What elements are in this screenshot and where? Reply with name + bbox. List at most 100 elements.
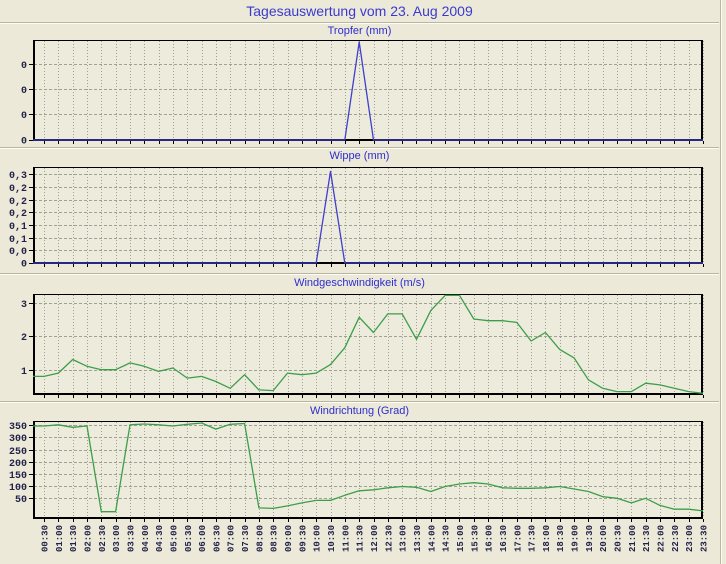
x-axis-label: 07:30 (241, 525, 251, 552)
x-axis-ticks (44, 264, 704, 267)
horizontal-gridlines (29, 303, 702, 371)
x-axis-ticks (44, 519, 704, 522)
x-axis-label: 22:30 (671, 525, 681, 552)
x-axis-ticks (44, 141, 704, 144)
section-separator (0, 273, 719, 275)
y-axis-label: 0,2 (9, 209, 27, 220)
vertical-gridlines (44, 168, 704, 262)
section-separator (0, 147, 719, 149)
y-axis-label: 350 (9, 422, 27, 433)
chart-tropfer: 0 0 0 0 (21, 40, 704, 148)
y-axis-label: 3 (21, 300, 27, 311)
x-axis-label: 23:00 (685, 525, 695, 552)
x-axis-label: 09:30 (298, 525, 308, 552)
x-axis-label: 17:30 (528, 525, 538, 552)
x-axis-label: 18:00 (542, 525, 552, 552)
x-axis-label: 17:00 (513, 525, 523, 552)
y-axis-label: 0,2 (9, 184, 27, 195)
x-axis-label: 10:00 (313, 525, 323, 552)
series-line (33, 422, 704, 513)
y-axis-label: 200 (9, 459, 27, 470)
chart-title-wippe: Wippe (mm) (329, 150, 390, 162)
y-axis-label: 0 (21, 111, 27, 122)
plot-area (33, 40, 703, 140)
y-axis-label: 0,2 (9, 197, 27, 208)
page-title: Tagesauswertung vom 23. Aug 2009 (246, 3, 473, 19)
series-line (33, 41, 703, 141)
x-axis-label: 07:00 (227, 525, 237, 552)
y-axis-label: 0,3 (9, 171, 27, 182)
x-axis-label: 02:00 (83, 525, 93, 552)
x-axis-label: 21:00 (628, 525, 638, 552)
x-axis-label: 01:30 (69, 525, 79, 552)
plot-area (33, 294, 703, 394)
x-axis-label: 11:30 (356, 525, 366, 552)
x-axis-label: 05:30 (184, 525, 194, 552)
x-tick-labels: 00:30 01:00 01:30 02:00 02:30 03:00 03:30 04:00… (41, 525, 710, 552)
x-axis-label: 03:30 (126, 525, 136, 552)
chart-title-windgeschwindigkeit: Windgeschwindigkeit (m/s) (294, 277, 425, 289)
y-axis-label: 0 (21, 61, 27, 72)
x-axis-label: 10:30 (327, 525, 337, 552)
x-axis-label: 12:00 (370, 525, 380, 552)
x-axis-label: 14:00 (427, 525, 437, 552)
horizontal-gridlines (29, 64, 702, 141)
section-separator (0, 22, 719, 24)
x-axis-label: 13:00 (399, 525, 409, 552)
x-axis-label: 04:30 (155, 525, 165, 552)
y-axis-label: 150 (9, 471, 27, 482)
x-axis-label: 22:00 (657, 525, 667, 552)
x-axis-label: 06:00 (198, 525, 208, 552)
x-axis-label: 09:00 (284, 525, 294, 552)
x-axis-label: 04:00 (141, 525, 151, 552)
y-axis-label: 50 (15, 495, 27, 506)
y-axis-label: 0,0 (9, 247, 27, 258)
x-axis-label: 08:30 (270, 525, 280, 552)
right-groove (720, 0, 722, 564)
x-axis-label: 06:30 (212, 525, 222, 552)
x-axis-label: 16:30 (499, 525, 509, 552)
x-axis-ticks (44, 395, 704, 398)
chart-windgeschwindigkeit: 3 2 1 (21, 294, 704, 398)
y-axis-label: 0,1 (9, 222, 27, 233)
x-axis-label: 14:30 (442, 525, 452, 552)
chart-title-tropfer: Tropfer (mm) (327, 25, 392, 37)
x-axis-label: 12:30 (384, 525, 394, 552)
x-axis-label: 16:00 (485, 525, 495, 552)
plot-border (33, 421, 703, 519)
y-axis-label: 0 (21, 86, 27, 97)
x-axis-label: 15:30 (470, 525, 480, 552)
y-axis-label: 2 (21, 333, 27, 344)
section-separator (0, 401, 719, 403)
series-line (33, 294, 704, 394)
series-line (33, 170, 703, 264)
horizontal-gridlines (29, 425, 702, 499)
x-axis-label: 21:30 (642, 525, 652, 552)
x-axis-label: 18:30 (556, 525, 566, 552)
x-axis-label: 23:30 (700, 525, 710, 552)
x-axis-label: 05:00 (169, 525, 179, 552)
y-axis-label: 0,1 (9, 235, 27, 246)
y-axis-baseline-label: 0 (21, 260, 27, 271)
x-axis-label: 01:00 (55, 525, 65, 552)
plot-area (33, 167, 703, 263)
x-axis-label: 13:30 (413, 525, 423, 552)
y-axis-label: 100 (9, 483, 27, 494)
vertical-gridlines (44, 295, 704, 393)
x-axis-label: 00:30 (41, 525, 51, 552)
x-axis-label: 20:00 (599, 525, 609, 552)
x-axis-label: 20:30 (614, 525, 624, 552)
horizontal-gridlines (29, 174, 702, 264)
x-axis-label: 19:30 (585, 525, 595, 552)
chart-title-windrichtung: Windrichtung (Grad) (309, 405, 410, 417)
y-axis-label: 1 (21, 367, 27, 378)
plot-border (33, 294, 703, 395)
plot-area (33, 421, 703, 518)
y-axis-label: 300 (9, 434, 27, 445)
x-axis-label: 02:30 (98, 525, 108, 552)
x-axis-label: 19:00 (571, 525, 581, 552)
x-axis-label: 03:00 (112, 525, 122, 552)
x-axis-label: 08:00 (255, 525, 265, 552)
